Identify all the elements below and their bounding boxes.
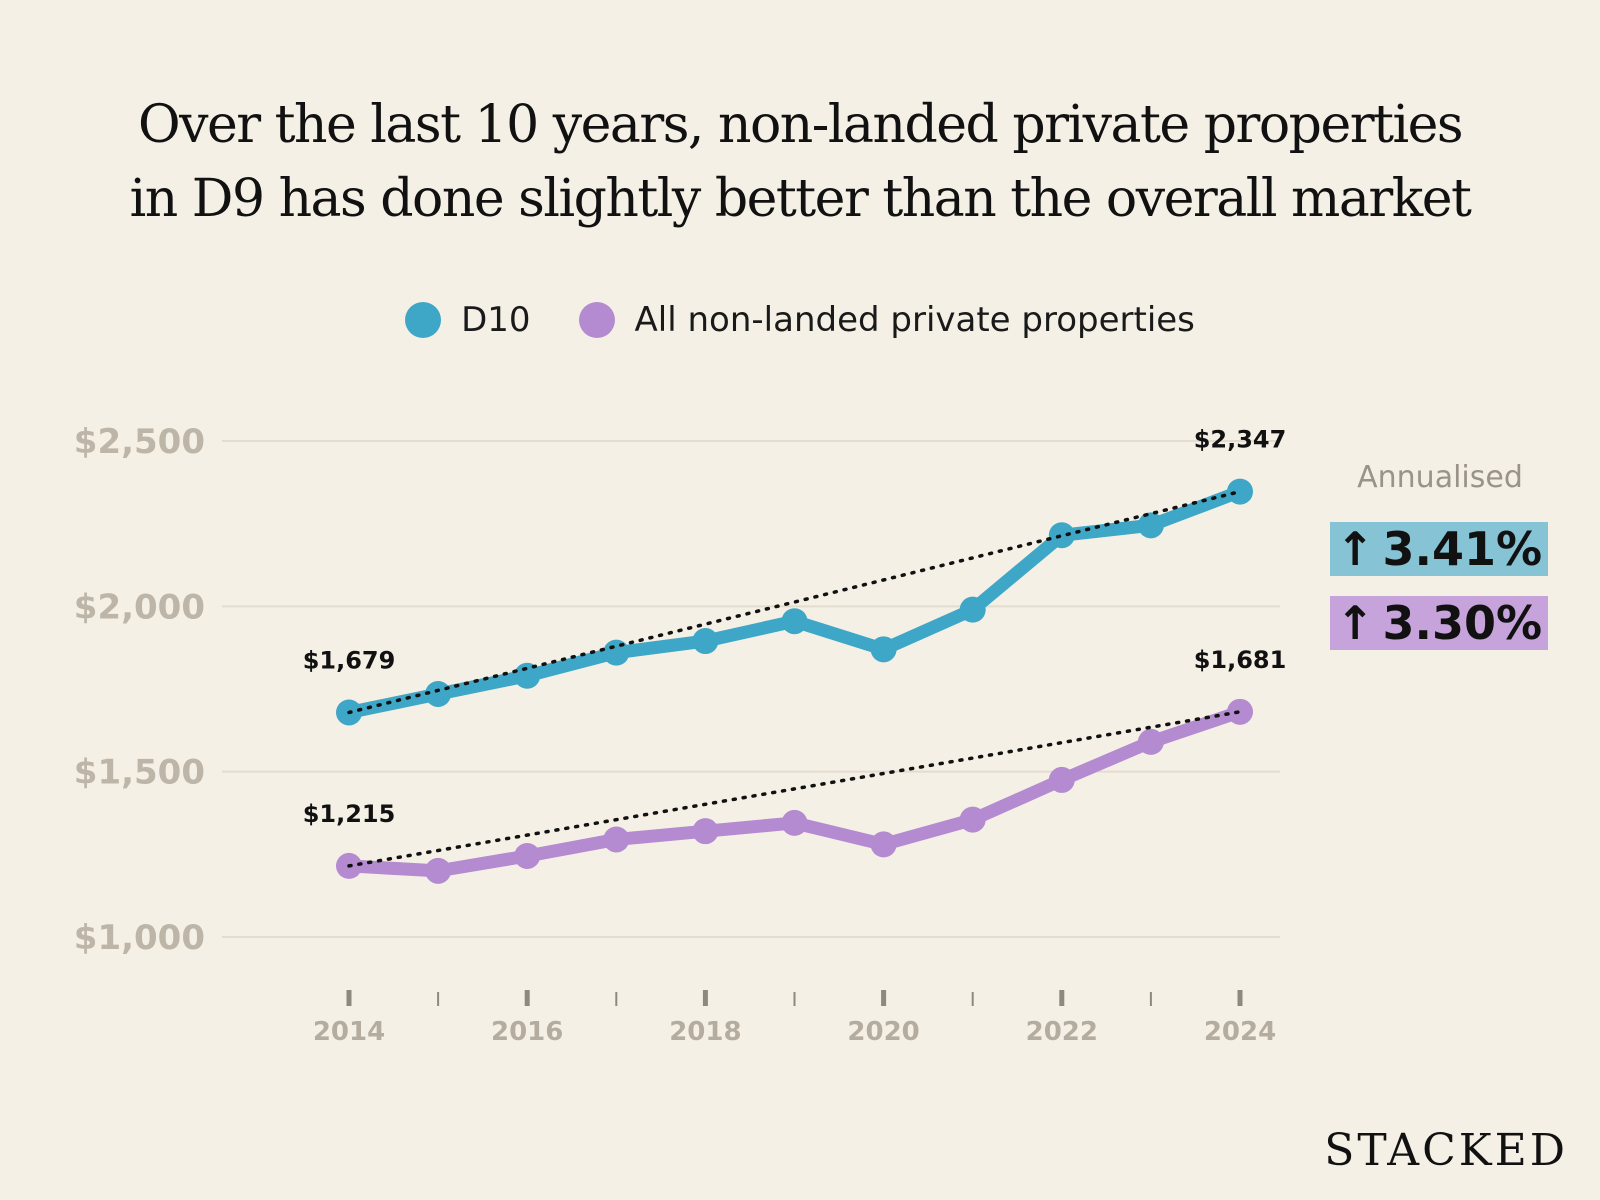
data-label: $1,679 (303, 646, 396, 674)
legend-label-all: All non-landed private properties (634, 300, 1195, 340)
data-point (514, 842, 541, 869)
data-point (781, 608, 808, 635)
data-label: $2,347 (1194, 426, 1287, 454)
x-tick-label: 2016 (491, 1017, 563, 1047)
annualised-badge-all: ↑ 3.30% (1330, 596, 1548, 650)
data-point (1227, 478, 1253, 505)
trendline (347, 489, 1242, 715)
data-point (1137, 728, 1164, 755)
y-tick-label: $2,000 (74, 587, 205, 627)
data-point (781, 809, 808, 836)
data-point (692, 818, 719, 845)
data-point (425, 857, 452, 884)
legend-item-all: All non-landed private properties (578, 300, 1195, 340)
x-tick-label: 2014 (313, 1017, 385, 1047)
annualised-title: Annualised (1357, 460, 1523, 495)
title-line-1: Over the last 10 years, non-landed priva… (137, 95, 1464, 155)
x-tick-label: 2018 (669, 1017, 741, 1047)
data-point (1227, 698, 1253, 725)
data-point (870, 831, 897, 858)
data-point (1048, 522, 1075, 549)
y-tick-label: $1,000 (74, 918, 205, 958)
annualised-value-all: 3.30% (1382, 596, 1543, 650)
up-arrow-icon: ↑ (1335, 522, 1375, 576)
data-point (692, 628, 719, 655)
title-line-2: in D9 has done slightly better than the … (129, 169, 1472, 229)
legend-dot-all (578, 302, 615, 338)
data-point (959, 596, 986, 623)
legend-item-d10: D10 (405, 300, 531, 340)
brand-logo: STACKED (1324, 1125, 1568, 1176)
trendline (347, 710, 1242, 868)
x-tick-label: 2024 (1204, 1017, 1276, 1047)
data-label: $1,681 (1194, 646, 1287, 674)
data-point (603, 639, 630, 666)
legend: D10 All non-landed private properties (0, 300, 1600, 340)
data-point (514, 662, 541, 689)
y-tick-label: $2,500 (74, 422, 205, 462)
chart-title: Over the last 10 years, non-landed priva… (0, 88, 1600, 236)
data-point (1048, 766, 1075, 793)
x-tick-label: 2022 (1026, 1017, 1098, 1047)
y-tick-label: $1,500 (74, 753, 205, 793)
data-point (603, 826, 630, 853)
data-point (870, 636, 897, 663)
annualised-badge-d10: ↑ 3.41% (1330, 522, 1548, 576)
data-label: $1,215 (303, 800, 396, 828)
annualised-value-d10: 3.41% (1382, 522, 1543, 576)
up-arrow-icon: ↑ (1335, 596, 1375, 650)
data-point (1137, 512, 1164, 539)
x-tick-label: 2020 (847, 1017, 919, 1047)
legend-dot-d10 (405, 302, 442, 338)
data-point (959, 806, 986, 833)
legend-label-d10: D10 (461, 300, 531, 340)
